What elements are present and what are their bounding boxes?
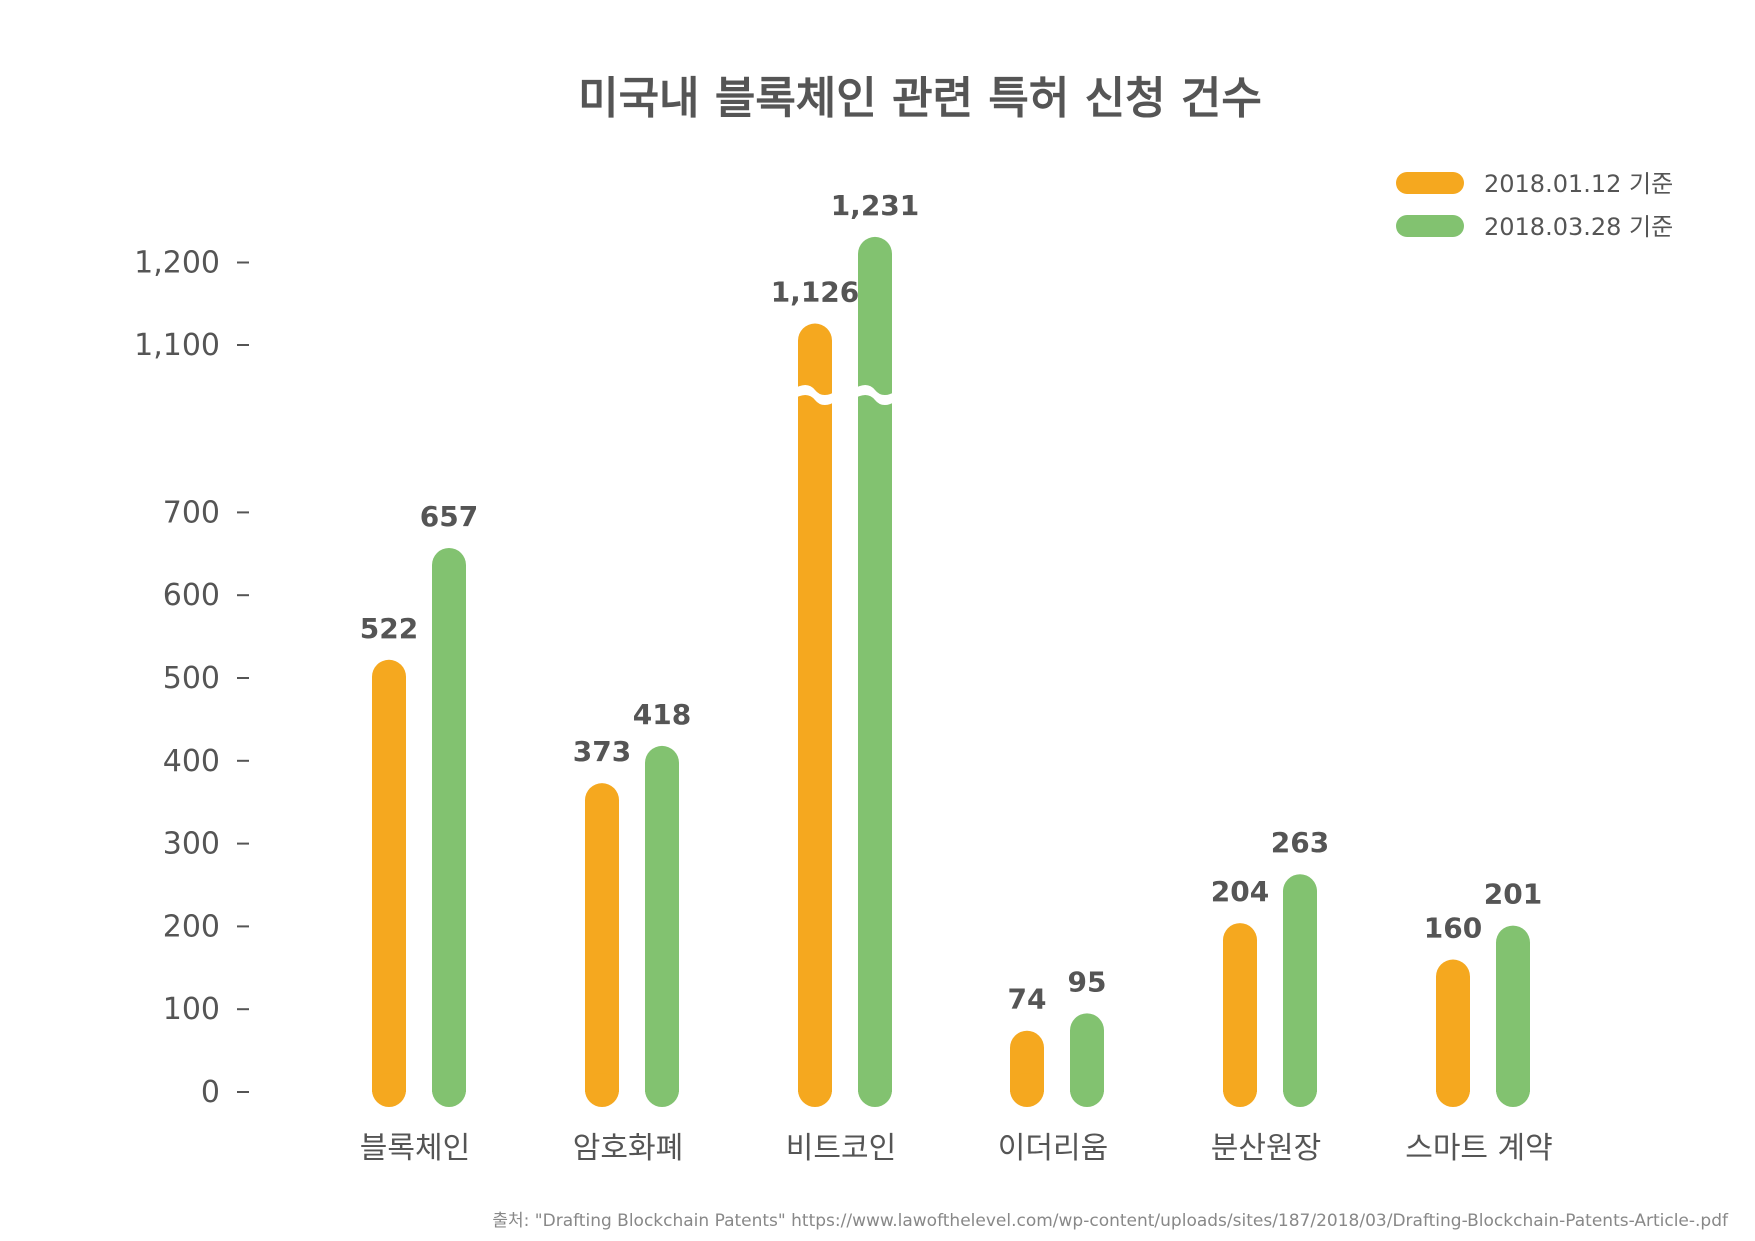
bar-base (1496, 1073, 1530, 1107)
value-label: 373 (573, 735, 631, 768)
category-label: 비트코인 (786, 1131, 896, 1166)
bar-base (432, 1073, 466, 1107)
category-label: 분산원장 (1211, 1131, 1321, 1166)
value-label: 201 (1484, 878, 1542, 911)
legend-swatch (1396, 172, 1464, 194)
y-tick-label: 700 (163, 495, 220, 530)
value-label: 263 (1271, 826, 1329, 859)
bar-base (1283, 1073, 1317, 1107)
bar-base (1223, 1073, 1257, 1107)
y-tick-label: 400 (163, 744, 220, 779)
value-label: 418 (633, 698, 691, 731)
legend-label: 2018.01.12 기준 (1484, 170, 1673, 198)
bar (1223, 923, 1257, 1092)
x-axis-categories: 블록체인 암호화폐 비트코인 이더리움 분산원장 스마트 계약 (360, 1131, 1553, 1166)
value-label: 95 (1068, 965, 1107, 998)
bar (1436, 959, 1470, 1092)
y-tick-label: 300 (163, 827, 220, 862)
legend-label: 2018.03.28 기준 (1484, 213, 1673, 241)
y-tick-label: 600 (163, 578, 220, 613)
chart-title: 미국내 블록체인 관련 특허 신청 건수 (578, 73, 1262, 124)
category-label: 블록체인 (360, 1131, 470, 1166)
bar (372, 659, 406, 1092)
bar-base (645, 1073, 679, 1107)
value-label: 1,126 (771, 276, 860, 309)
value-label: 160 (1424, 912, 1482, 945)
bar (1070, 1013, 1104, 1092)
bar-base (798, 1073, 832, 1107)
value-label: 1,231 (831, 189, 920, 222)
axis-break-mark (852, 385, 898, 405)
value-label: 74 (1008, 983, 1047, 1016)
y-tick-label: 1,200 (134, 246, 220, 281)
bar-base (1436, 1073, 1470, 1107)
legend: 2018.01.12 기준 2018.03.28 기준 (1396, 170, 1673, 241)
bar (432, 548, 466, 1092)
bar (645, 745, 679, 1092)
bar-base (372, 1073, 406, 1107)
bar-base (858, 1073, 892, 1107)
bars (372, 236, 1530, 1107)
y-tick-label: 0 (201, 1075, 220, 1110)
bar (1283, 874, 1317, 1092)
bar (585, 783, 619, 1092)
value-label: 522 (360, 612, 418, 645)
source-note: 출처: "Drafting Blockchain Patents" https:… (492, 1211, 1729, 1231)
legend-swatch (1396, 215, 1464, 237)
y-axis: 0 100 200 300 400 500 600 700 1,100 1,200 (134, 246, 249, 1110)
bar-base (585, 1073, 619, 1107)
bar (858, 236, 892, 1093)
y-tick-label: 1,100 (134, 328, 220, 363)
value-label: 657 (420, 500, 478, 533)
y-tick-label: 500 (163, 661, 220, 696)
y-tick-label: 200 (163, 909, 220, 944)
bar-base (1010, 1073, 1044, 1107)
bar-base (1070, 1073, 1104, 1107)
category-label: 암호화폐 (573, 1131, 683, 1166)
bar (798, 323, 832, 1092)
bar (1496, 925, 1530, 1092)
category-label: 이더리움 (998, 1131, 1108, 1166)
category-label: 스마트 계약 (1405, 1131, 1553, 1166)
y-tick-label: 100 (163, 992, 220, 1027)
value-label: 204 (1211, 875, 1269, 908)
axis-break-mark (792, 385, 838, 405)
